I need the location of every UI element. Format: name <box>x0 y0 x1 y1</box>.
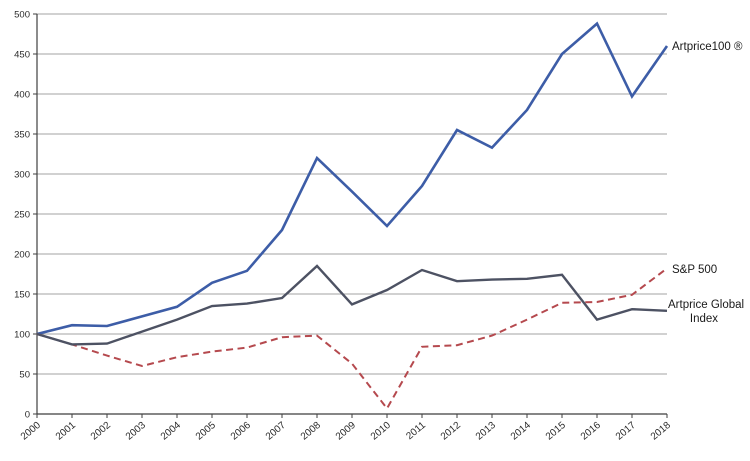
x-axis-tick-label: 2009 <box>334 420 358 443</box>
series-lines <box>36 21 669 411</box>
x-axis-tick-label: 2008 <box>299 420 323 443</box>
x-axis-tick-label: 2017 <box>614 420 638 443</box>
x-axis-tick-label: 2016 <box>579 420 603 443</box>
y-axis-tick-label: 150 <box>14 290 30 301</box>
y-axis-tick-label: 400 <box>14 90 30 101</box>
x-axis-tick-label: 2002 <box>89 420 113 443</box>
x-axis-tick-label: 2006 <box>229 420 253 443</box>
y-axis-tick-label: 0 <box>25 410 30 421</box>
series-end-label-sp500: S&P 500 <box>672 264 717 276</box>
series-line-artprice100 <box>36 21 669 336</box>
series-end-label-artprice100: Artprice100 ® <box>672 41 743 53</box>
x-axis-tick-label: 2000 <box>19 420 43 443</box>
x-axis-tick-label: 2012 <box>439 420 463 443</box>
y-axis-tick-label: 450 <box>14 50 30 61</box>
x-axis-tick-label: 2007 <box>264 420 288 443</box>
x-axis-tick-label: 2003 <box>124 420 148 443</box>
x-axis-tick-label: 2004 <box>159 420 183 443</box>
y-axis-tick-label: 50 <box>19 370 30 381</box>
x-axis-tick-label: 2014 <box>509 420 533 443</box>
x-axis-tick-label: 2010 <box>369 420 393 443</box>
x-axis-tick-label: 2018 <box>649 420 673 443</box>
series-end-labels: Artprice100 ® S&P 500 Artprice Global In… <box>668 41 744 325</box>
series-line-sp500 <box>36 267 668 411</box>
x-axis <box>36 413 668 418</box>
y-axis-tick-label: 200 <box>14 250 30 261</box>
x-axis-tick-label: 2013 <box>474 420 498 443</box>
y-axis-tick-label: 100 <box>14 330 30 341</box>
y-axis-tick-labels: 0 50 100 150 200 250 300 350 400 450 500 <box>14 10 30 421</box>
series-line-artprice-global <box>36 264 668 346</box>
y-axis-tick-label: 350 <box>14 130 30 141</box>
x-axis-tick-label: 2011 <box>404 420 428 443</box>
x-axis-tick-labels: 2000 2001 2002 2003 2004 2005 2006 2007 2008 2009… <box>19 420 673 443</box>
gridlines <box>37 13 667 415</box>
x-axis-tick-label: 2015 <box>544 420 568 443</box>
y-axis <box>33 13 38 415</box>
series-end-label-artprice-global-line2: Index <box>690 313 718 325</box>
y-axis-tick-label: 250 <box>14 210 30 221</box>
y-axis-tick-label: 500 <box>14 10 30 21</box>
x-axis-tick-label: 2001 <box>54 420 78 443</box>
series-end-label-artprice-global-line1: Artprice Global <box>668 299 744 311</box>
x-axis-tick-label: 2005 <box>194 420 218 443</box>
y-axis-tick-label: 300 <box>14 170 30 181</box>
